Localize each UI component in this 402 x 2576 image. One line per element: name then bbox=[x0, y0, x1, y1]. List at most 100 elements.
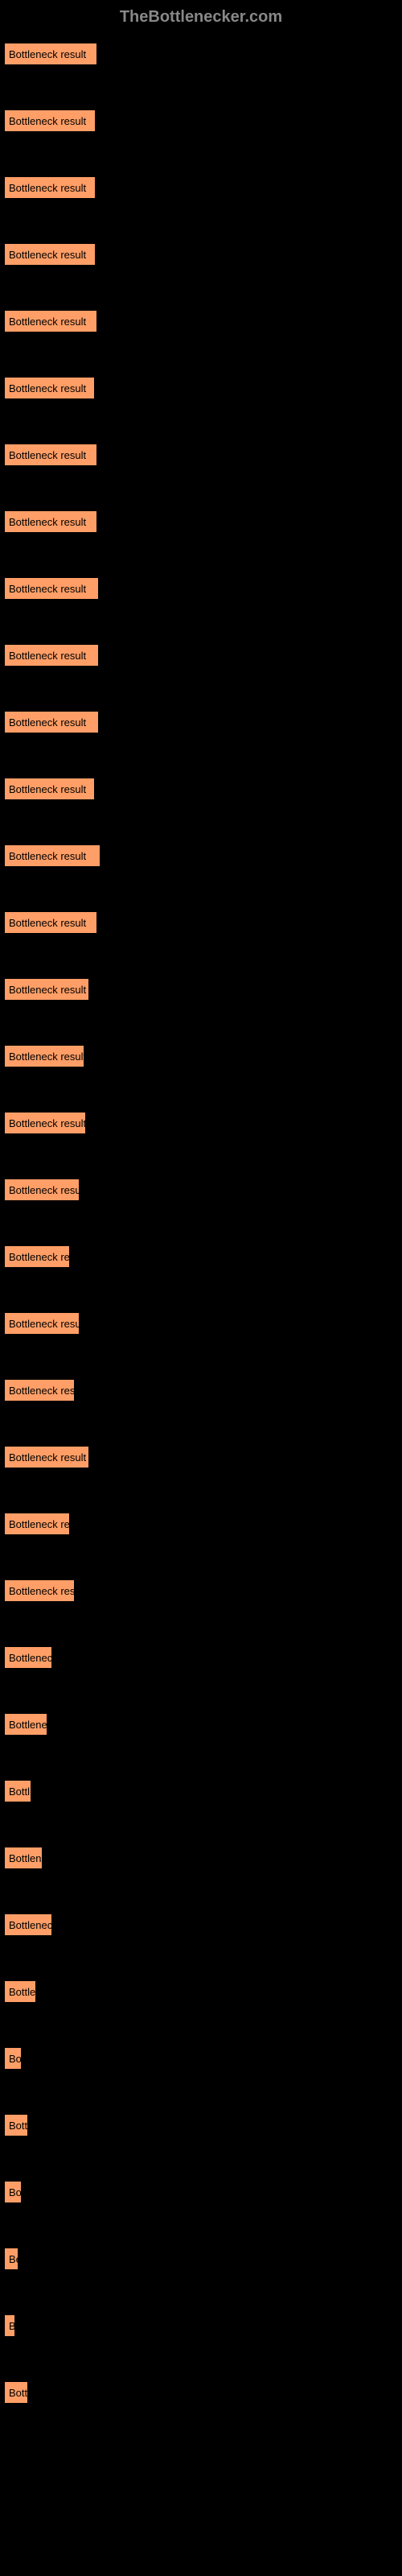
bar-label: Bottle bbox=[9, 1986, 35, 1998]
bar-label: B bbox=[9, 2320, 15, 2332]
bar: Bottleneck result bbox=[4, 109, 96, 132]
bar: Bottleneck result bbox=[4, 243, 96, 266]
bar-group: Bottleneck result bbox=[4, 43, 398, 65]
bar-label: Bott bbox=[9, 2387, 27, 2399]
bar-group: Bottleneck result bbox=[4, 1112, 398, 1134]
bar-label: Be bbox=[9, 2253, 18, 2265]
bar-label: Bo bbox=[9, 2186, 22, 2198]
bar-group: Bottleneck result bbox=[4, 1312, 398, 1335]
bar-group: Bottleneck result bbox=[4, 377, 398, 399]
bar-group: Bo bbox=[4, 2181, 398, 2203]
bar-group: Bottlen bbox=[4, 1847, 398, 1869]
bar: Bottleneck result bbox=[4, 43, 97, 65]
bar-label: Bottleneck result bbox=[9, 1051, 84, 1063]
bar-label: Bottleneck result bbox=[9, 516, 86, 528]
bar-group: Bottleneck resu bbox=[4, 1579, 398, 1602]
bar: Bottlen bbox=[4, 1847, 43, 1869]
bar: Bottleneck result bbox=[4, 911, 97, 934]
bar-group: Bottleneck result bbox=[4, 778, 398, 800]
bar: Bottleneck result bbox=[4, 1179, 80, 1201]
bar-label: Bottleneck result bbox=[9, 182, 86, 194]
bar: Bottleneck result bbox=[4, 310, 97, 332]
bar-label: Bottlenec bbox=[9, 1919, 52, 1931]
bar: Bottleneck resu bbox=[4, 1579, 75, 1602]
bar-group: Bottleneck re bbox=[4, 1513, 398, 1535]
bar: Bottleneck result bbox=[4, 1446, 89, 1468]
bar-label: Bottleneck result bbox=[9, 1318, 80, 1330]
bar-label: Bottlen bbox=[9, 1852, 41, 1864]
bar: Bott bbox=[4, 2381, 28, 2404]
bar: Bo bbox=[4, 2047, 22, 2070]
bar-label: Bo bbox=[9, 2053, 22, 2065]
bar: Bottleneck result bbox=[4, 844, 100, 867]
bar-group: Bottleneck result bbox=[4, 1179, 398, 1201]
bar: Bottle bbox=[4, 1980, 36, 2003]
bar: Bottleneck resu bbox=[4, 1379, 75, 1402]
bar-group: Bottleneck result bbox=[4, 310, 398, 332]
bar: Bottleneck result bbox=[4, 1045, 84, 1067]
bar-group: Bottleneck result bbox=[4, 176, 398, 199]
bar-label: Bottleneck re bbox=[9, 1251, 70, 1263]
bar: Bott bbox=[4, 2114, 28, 2136]
bar: Bottleneck result bbox=[4, 644, 99, 667]
bar-label: Bottleneck result bbox=[9, 984, 86, 996]
bar-label: Bottleneck result bbox=[9, 449, 86, 461]
bar-label: Bottleneck re bbox=[9, 1518, 70, 1530]
bar-group: Bottleneck re bbox=[4, 1245, 398, 1268]
bar-group: Bottleneck resu bbox=[4, 1379, 398, 1402]
bar: Bottleneck result bbox=[4, 577, 99, 600]
bar-group: Bottlenec bbox=[4, 1646, 398, 1669]
bar-group: Bottleneck result bbox=[4, 1045, 398, 1067]
bar: Bottleneck result bbox=[4, 176, 96, 199]
bar: Bottlene bbox=[4, 1713, 47, 1736]
bar-label: Bottleneck result bbox=[9, 716, 86, 729]
bar: Bottleneck result bbox=[4, 711, 99, 733]
bar-group: Bottleneck result bbox=[4, 510, 398, 533]
bar-label: Bottleneck result bbox=[9, 783, 86, 795]
bar-group: Bottleneck result bbox=[4, 444, 398, 466]
bar-group: Bottleneck result bbox=[4, 577, 398, 600]
bar-group: Bo bbox=[4, 2047, 398, 2070]
bar-label: Bottleneck result bbox=[9, 650, 86, 662]
bar-label: Bottleneck resu bbox=[9, 1585, 75, 1597]
bar-group: Bottleneck result bbox=[4, 978, 398, 1001]
bar: Bottleneck re bbox=[4, 1245, 70, 1268]
bar-group: Bottleneck result bbox=[4, 644, 398, 667]
bar-group: Bottlene bbox=[4, 1713, 398, 1736]
bar-group: Bottle bbox=[4, 1980, 398, 2003]
bar-group: Bottleneck result bbox=[4, 911, 398, 934]
bar-group: Bottleneck result bbox=[4, 1446, 398, 1468]
bar: Bottleneck result bbox=[4, 1112, 86, 1134]
bar-group: B bbox=[4, 2314, 398, 2337]
bar: Bottl bbox=[4, 1780, 31, 1802]
bar: B bbox=[4, 2314, 15, 2337]
bar: Bottleneck result bbox=[4, 444, 97, 466]
bar-label: Bottl bbox=[9, 1785, 30, 1798]
bar-group: Bottl bbox=[4, 1780, 398, 1802]
bar-label: Bottleneck result bbox=[9, 583, 86, 595]
bar: Bottleneck result bbox=[4, 377, 95, 399]
bar-label: Bott bbox=[9, 2120, 27, 2132]
bar-group: Bott bbox=[4, 2381, 398, 2404]
bar: Bottleneck result bbox=[4, 1312, 80, 1335]
bar: Bottleneck result bbox=[4, 778, 95, 800]
bar-group: Bottleneck result bbox=[4, 109, 398, 132]
bar: Be bbox=[4, 2248, 18, 2270]
bar-group: Bottlenec bbox=[4, 1913, 398, 1936]
bar-chart: Bottleneck result Bottleneck result Bottle… bbox=[0, 35, 402, 2428]
bar-label: Bottleneck result bbox=[9, 850, 86, 862]
bar: Bottleneck result bbox=[4, 978, 89, 1001]
bar-label: Bottleneck result bbox=[9, 249, 86, 261]
site-header: TheBottlenecker.com bbox=[0, 0, 402, 35]
bar-group: Be bbox=[4, 2248, 398, 2270]
bar-label: Bottleneck result bbox=[9, 1451, 86, 1463]
bar-label: Bottlene bbox=[9, 1719, 47, 1731]
bar: Bottlenec bbox=[4, 1913, 52, 1936]
bar-label: Bottleneck result bbox=[9, 1117, 86, 1129]
bar: Bottleneck re bbox=[4, 1513, 70, 1535]
bar: Bo bbox=[4, 2181, 22, 2203]
bar-label: Bottleneck resu bbox=[9, 1385, 75, 1397]
bar-label: Bottleneck result bbox=[9, 48, 86, 60]
bar-label: Bottleneck result bbox=[9, 917, 86, 929]
bar-group: Bottleneck result bbox=[4, 243, 398, 266]
